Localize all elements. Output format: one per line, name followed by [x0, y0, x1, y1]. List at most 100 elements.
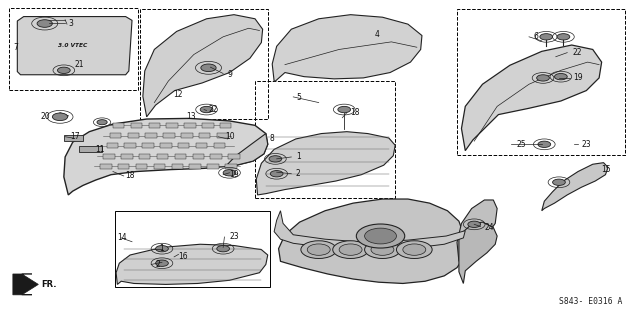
Polygon shape: [145, 133, 157, 138]
Polygon shape: [163, 133, 175, 138]
Circle shape: [223, 170, 236, 176]
Polygon shape: [457, 200, 497, 261]
Polygon shape: [118, 164, 129, 169]
Polygon shape: [17, 17, 132, 75]
Polygon shape: [127, 133, 139, 138]
Circle shape: [52, 113, 68, 121]
Circle shape: [403, 244, 426, 255]
Text: 2: 2: [156, 260, 161, 269]
Polygon shape: [166, 123, 178, 128]
Text: 23: 23: [581, 140, 591, 149]
Text: 5: 5: [296, 93, 301, 102]
Text: 19: 19: [230, 170, 239, 179]
Circle shape: [538, 141, 550, 147]
Circle shape: [97, 120, 107, 125]
Polygon shape: [196, 143, 207, 148]
Polygon shape: [207, 164, 219, 169]
Polygon shape: [184, 123, 196, 128]
Circle shape: [270, 171, 283, 177]
Text: 16: 16: [179, 252, 188, 261]
Text: S843- E0316 A: S843- E0316 A: [559, 297, 623, 306]
Polygon shape: [274, 211, 465, 250]
Polygon shape: [181, 133, 193, 138]
Polygon shape: [148, 123, 160, 128]
Text: 8: 8: [269, 134, 274, 144]
Polygon shape: [113, 123, 124, 128]
Text: 3: 3: [68, 19, 73, 28]
Polygon shape: [256, 132, 395, 195]
Circle shape: [338, 106, 351, 113]
Polygon shape: [100, 164, 111, 169]
Circle shape: [333, 241, 369, 258]
Polygon shape: [109, 133, 121, 138]
Text: 25: 25: [516, 140, 526, 149]
Text: 9: 9: [228, 70, 232, 79]
Circle shape: [371, 244, 394, 255]
Polygon shape: [157, 154, 168, 159]
Circle shape: [537, 75, 549, 81]
Polygon shape: [136, 164, 147, 169]
Text: 18: 18: [125, 171, 135, 181]
Text: 6: 6: [534, 32, 538, 41]
Circle shape: [201, 64, 216, 71]
Text: 13: 13: [186, 112, 196, 121]
Text: 14: 14: [117, 234, 127, 242]
Polygon shape: [278, 199, 465, 284]
Text: 7: 7: [13, 43, 18, 52]
Text: 1: 1: [159, 244, 164, 253]
Circle shape: [557, 33, 570, 40]
Polygon shape: [461, 45, 602, 151]
Polygon shape: [217, 133, 228, 138]
Polygon shape: [228, 154, 240, 159]
Text: 12: 12: [173, 90, 183, 99]
Text: 11: 11: [96, 145, 105, 154]
Text: 22: 22: [209, 105, 218, 114]
Polygon shape: [116, 244, 268, 285]
Text: 2: 2: [296, 169, 301, 178]
Polygon shape: [175, 154, 186, 159]
Text: 20: 20: [41, 112, 51, 121]
Polygon shape: [228, 134, 268, 166]
Polygon shape: [459, 222, 497, 284]
Polygon shape: [199, 133, 211, 138]
Bar: [140, 9, 268, 119]
Text: 24: 24: [484, 223, 494, 232]
Polygon shape: [154, 164, 165, 169]
Circle shape: [396, 241, 432, 258]
Text: 22: 22: [572, 48, 582, 57]
Circle shape: [552, 179, 565, 185]
Bar: [9, 8, 138, 90]
Text: 10: 10: [226, 132, 236, 141]
Polygon shape: [106, 143, 118, 148]
Polygon shape: [139, 154, 150, 159]
Bar: [255, 81, 395, 198]
Polygon shape: [541, 163, 608, 211]
Polygon shape: [13, 274, 38, 295]
Circle shape: [301, 241, 337, 258]
Circle shape: [269, 156, 282, 162]
Circle shape: [356, 224, 404, 248]
Polygon shape: [79, 146, 102, 152]
Circle shape: [365, 241, 400, 258]
Text: 1: 1: [296, 152, 301, 161]
Polygon shape: [272, 15, 422, 81]
Text: FR.: FR.: [41, 280, 56, 289]
Polygon shape: [189, 164, 201, 169]
Polygon shape: [193, 154, 204, 159]
Circle shape: [58, 67, 70, 73]
Polygon shape: [64, 118, 268, 195]
Polygon shape: [124, 143, 136, 148]
Bar: [115, 211, 270, 286]
Polygon shape: [202, 123, 214, 128]
Polygon shape: [220, 123, 232, 128]
Circle shape: [339, 244, 362, 255]
Circle shape: [217, 246, 230, 252]
Circle shape: [200, 106, 213, 113]
Polygon shape: [225, 164, 237, 169]
Text: 15: 15: [602, 165, 611, 174]
Polygon shape: [121, 154, 132, 159]
Circle shape: [307, 244, 330, 255]
Polygon shape: [131, 123, 142, 128]
Polygon shape: [178, 143, 189, 148]
Polygon shape: [64, 135, 83, 141]
